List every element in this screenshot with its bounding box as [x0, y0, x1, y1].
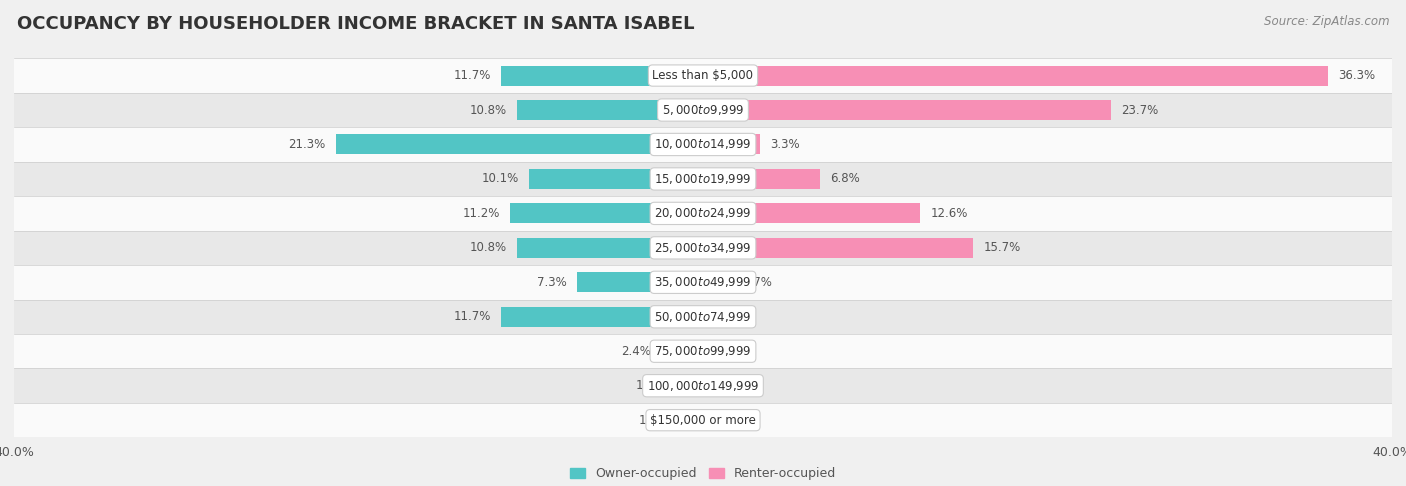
Bar [14, 162, 1392, 196]
Bar [14, 58, 1392, 93]
Text: 21.3%: 21.3% [288, 138, 326, 151]
Text: 12.6%: 12.6% [931, 207, 967, 220]
Text: $100,000 to $149,999: $100,000 to $149,999 [647, 379, 759, 393]
Text: $5,000 to $9,999: $5,000 to $9,999 [662, 103, 744, 117]
Text: 11.2%: 11.2% [463, 207, 499, 220]
Text: $75,000 to $99,999: $75,000 to $99,999 [654, 344, 752, 358]
Text: 11.7%: 11.7% [454, 69, 491, 82]
Bar [502, 307, 703, 327]
Text: 0.0%: 0.0% [713, 310, 742, 323]
Text: 0.0%: 0.0% [713, 379, 742, 392]
Text: 2.4%: 2.4% [621, 345, 651, 358]
Bar [675, 376, 703, 396]
Bar [703, 204, 920, 224]
Bar [502, 66, 703, 86]
Bar [14, 403, 1392, 437]
Bar [703, 238, 973, 258]
Bar [14, 127, 1392, 162]
Text: 10.8%: 10.8% [470, 242, 506, 254]
Bar [703, 272, 733, 292]
Text: 11.7%: 11.7% [454, 310, 491, 323]
Text: 0.0%: 0.0% [713, 414, 742, 427]
Legend: Owner-occupied, Renter-occupied: Owner-occupied, Renter-occupied [569, 468, 837, 481]
Bar [529, 169, 703, 189]
Text: 15.7%: 15.7% [984, 242, 1021, 254]
Text: $20,000 to $24,999: $20,000 to $24,999 [654, 207, 752, 220]
Bar [510, 204, 703, 224]
Bar [703, 169, 820, 189]
Text: 10.1%: 10.1% [481, 173, 519, 186]
Bar [336, 135, 703, 155]
Bar [679, 410, 703, 430]
Text: 1.6%: 1.6% [636, 379, 665, 392]
Bar [14, 93, 1392, 127]
Bar [14, 334, 1392, 368]
Bar [517, 238, 703, 258]
Bar [14, 231, 1392, 265]
Text: $150,000 or more: $150,000 or more [650, 414, 756, 427]
Bar [662, 341, 703, 361]
Bar [703, 66, 1329, 86]
Text: 3.3%: 3.3% [770, 138, 800, 151]
Bar [578, 272, 703, 292]
Text: OCCUPANCY BY HOUSEHOLDER INCOME BRACKET IN SANTA ISABEL: OCCUPANCY BY HOUSEHOLDER INCOME BRACKET … [17, 15, 695, 33]
Text: $50,000 to $74,999: $50,000 to $74,999 [654, 310, 752, 324]
Text: $35,000 to $49,999: $35,000 to $49,999 [654, 276, 752, 289]
Bar [703, 100, 1111, 120]
Text: 10.8%: 10.8% [470, 104, 506, 117]
Bar [14, 196, 1392, 231]
Text: 1.7%: 1.7% [742, 276, 772, 289]
Bar [14, 265, 1392, 299]
Bar [14, 299, 1392, 334]
Text: 36.3%: 36.3% [1339, 69, 1375, 82]
Text: 7.3%: 7.3% [537, 276, 567, 289]
Text: $15,000 to $19,999: $15,000 to $19,999 [654, 172, 752, 186]
Text: 6.8%: 6.8% [831, 173, 860, 186]
Text: 0.0%: 0.0% [713, 345, 742, 358]
Bar [703, 135, 759, 155]
Text: $10,000 to $14,999: $10,000 to $14,999 [654, 138, 752, 152]
Text: 1.4%: 1.4% [638, 414, 669, 427]
Text: $25,000 to $34,999: $25,000 to $34,999 [654, 241, 752, 255]
Text: Less than $5,000: Less than $5,000 [652, 69, 754, 82]
Text: 23.7%: 23.7% [1122, 104, 1159, 117]
Text: Source: ZipAtlas.com: Source: ZipAtlas.com [1264, 15, 1389, 28]
Bar [517, 100, 703, 120]
Bar [14, 368, 1392, 403]
